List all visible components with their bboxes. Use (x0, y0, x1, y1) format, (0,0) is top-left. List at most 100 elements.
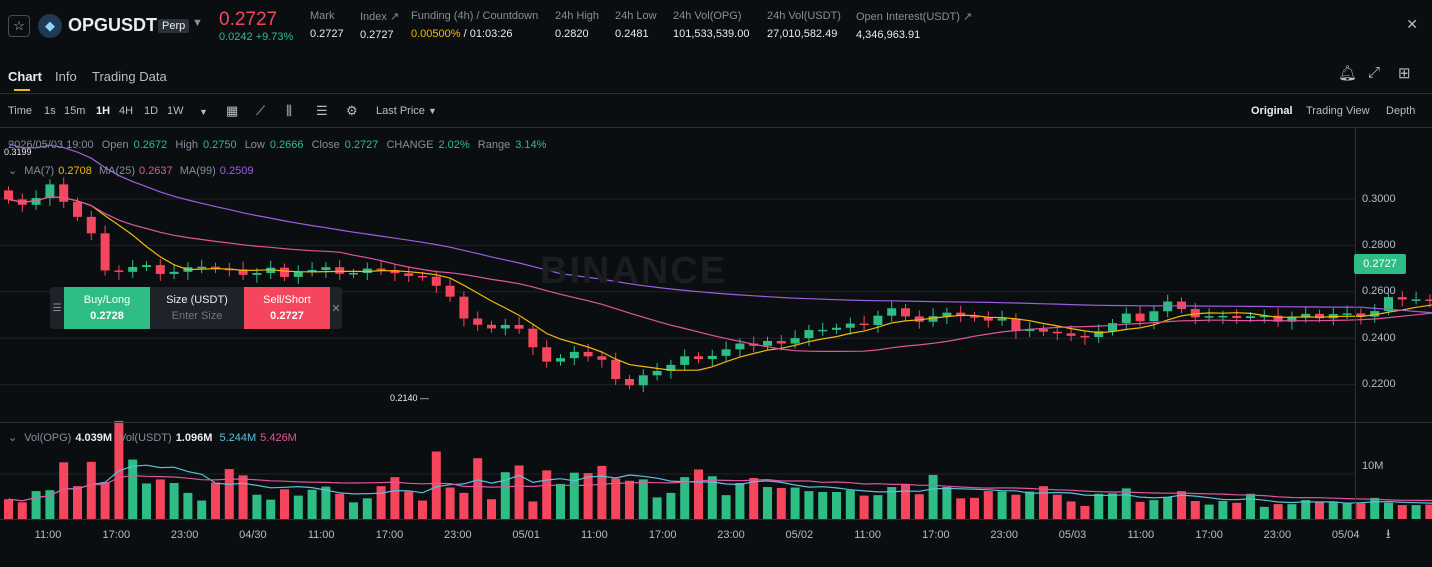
interval-15m[interactable]: 15m (64, 105, 86, 117)
volume-bar (1218, 501, 1228, 519)
candle-body (514, 324, 524, 329)
min-price-marker: 0.2140 — (390, 393, 430, 403)
candle-body (1301, 313, 1311, 317)
chevron-down-icon[interactable]: ⌄ (8, 432, 18, 444)
stat-label: Mark (310, 10, 335, 22)
interval-1w[interactable]: 1W (167, 105, 184, 117)
candle-body (238, 269, 248, 275)
candle-body (790, 338, 800, 344)
price-tick: 0.2400 (1362, 332, 1396, 344)
candle-body (832, 327, 841, 330)
close-icon[interactable]: ✕ (1406, 16, 1418, 32)
volume-bar (1411, 505, 1421, 519)
volume-bar (735, 483, 745, 519)
stat-label: 24h Low (615, 10, 657, 22)
candle-body (1273, 315, 1283, 322)
line-chart-icon[interactable]: ⟋ (256, 103, 266, 118)
size-input[interactable] (157, 310, 237, 322)
funding-rate: 0.00500% (411, 28, 461, 40)
stat-value: 0.2727 (310, 28, 344, 40)
volume-bar (514, 465, 524, 519)
volume-tick: 10M (1362, 460, 1384, 472)
favorite-star-icon[interactable]: ☆ (8, 15, 30, 37)
bell-icon[interactable]: 🔔︎ (1338, 65, 1358, 82)
volume-bar (901, 484, 910, 519)
candle-body (459, 296, 469, 319)
candle-body (169, 271, 179, 274)
price-tick: 0.2800 (1362, 239, 1396, 251)
candle-type-icon[interactable]: ⫼ (286, 103, 292, 118)
sell-short-button[interactable]: Sell/Short 0.2727 (244, 287, 330, 329)
vol-ma1-value: 5.244M (219, 432, 257, 444)
candle-body (721, 349, 731, 356)
view-depth[interactable]: Depth (1386, 105, 1416, 117)
view-trading-view[interactable]: Trading View (1306, 105, 1370, 117)
tab-chart[interactable]: Chart (8, 69, 42, 84)
candle-body (1204, 316, 1214, 318)
fit-screen-icon[interactable]: ⭳ (1386, 526, 1391, 541)
candle-body (155, 265, 165, 274)
settings-icon[interactable]: ⚙ (346, 103, 358, 118)
volume-bar (335, 493, 345, 519)
volume-bar (142, 483, 151, 519)
volume-bar (818, 492, 828, 519)
view-original[interactable]: Original (1251, 105, 1293, 117)
volume-bar (1066, 501, 1076, 519)
chevron-down-icon[interactable]: ⌄ (8, 165, 18, 177)
volume-bar (749, 478, 759, 519)
close-icon[interactable]: ✕ (331, 302, 341, 315)
interval-1h[interactable]: 1H (96, 105, 111, 117)
candle-body (983, 317, 993, 321)
time-tick: 11:00 (854, 529, 881, 541)
candle-body (611, 359, 621, 380)
calendar-icon[interactable]: ▦ (226, 103, 239, 118)
volume-bar (556, 483, 565, 519)
divider (0, 519, 1355, 520)
ma99-value: 0.2509 (219, 165, 254, 177)
volume-bar (625, 480, 634, 519)
time-tick: 17:00 (648, 529, 677, 541)
volume-bar (1135, 501, 1145, 519)
candle-body (1011, 318, 1021, 332)
divider (0, 93, 1432, 94)
volume-bar (266, 499, 276, 519)
volume-bar (321, 486, 331, 519)
indicators-icon[interactable]: ☰ (316, 103, 328, 118)
candle-body (583, 351, 593, 357)
volume-bar (694, 469, 703, 519)
tab-trading-data[interactable]: Trading Data (92, 69, 167, 84)
volume-bar (1259, 506, 1269, 519)
candle-body (556, 358, 565, 362)
interval-1s[interactable]: 1s (44, 105, 56, 117)
symbol-name[interactable]: OPGUSDT (68, 15, 158, 35)
candle-body (859, 323, 869, 326)
volume-bar (1384, 502, 1393, 519)
price-tick: 0.2200 (1362, 378, 1396, 390)
stat-label: 24h Vol(OPG) (673, 10, 742, 22)
stat-open-interest[interactable]: Open Interest(USDT) ↗ 4,346,963.91 (856, 10, 972, 41)
interval-4h[interactable]: 4H (119, 105, 134, 117)
stat-index[interactable]: Index ↗ 0.2727 (360, 10, 399, 41)
candle-body (418, 276, 427, 278)
interval-1d[interactable]: 1D (144, 105, 159, 117)
grid-icon[interactable]: ⊞ (1398, 65, 1411, 82)
candle-body (845, 323, 855, 328)
chevron-down-icon[interactable]: ▼ (199, 107, 208, 117)
buy-label: Buy/Long (83, 294, 131, 306)
drag-handle-icon[interactable]: ☰ (52, 302, 62, 314)
chevron-down-icon[interactable]: ▼ (192, 17, 203, 29)
candle-body (349, 273, 358, 275)
tab-info[interactable]: Info (55, 69, 77, 84)
range-label: Range (477, 139, 511, 151)
expand-icon[interactable]: ⤢ (1368, 64, 1381, 81)
candle-body (1094, 331, 1104, 338)
time-tick: 11:00 (581, 529, 608, 541)
buy-long-button[interactable]: Buy/Long 0.2728 (64, 287, 150, 329)
price-type-select[interactable]: Last Price ▼ (376, 105, 437, 117)
candle-body (680, 356, 690, 365)
interval-time[interactable]: Time (8, 105, 33, 117)
volume-bar (928, 474, 938, 519)
candle-body (652, 370, 662, 376)
volume-ma2-line (8, 474, 1432, 502)
